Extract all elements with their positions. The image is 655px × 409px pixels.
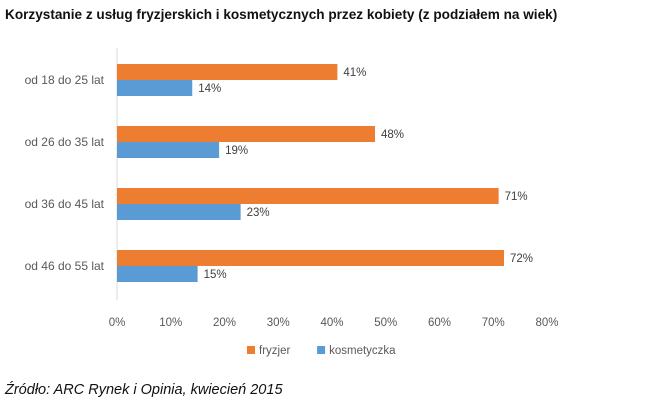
data-label-fryzjer: 41% — [343, 67, 366, 79]
category-label: od 26 do 35 lat — [25, 135, 105, 149]
x-tick-label: 10% — [159, 317, 182, 329]
data-label-fryzjer: 71% — [505, 191, 528, 203]
x-tick-label: 80% — [535, 317, 558, 329]
bar-kosmetyczka — [117, 80, 193, 96]
legend-swatch-kosmetyczka — [317, 346, 326, 354]
source-note: Źródło: ARC Rynek i Opinia, kwiecień 201… — [5, 382, 283, 398]
x-tick-label: 20% — [213, 317, 236, 329]
x-tick-label: 60% — [428, 317, 451, 329]
x-tick-label: 70% — [482, 317, 505, 329]
bar-fryzjer — [117, 188, 499, 204]
legend-label-kosmetyczka: kosmetyczka — [329, 345, 396, 357]
data-label-fryzjer: 72% — [510, 253, 533, 265]
category-label: od 36 do 45 lat — [25, 197, 105, 211]
legend-label-fryzjer: fryzjer — [259, 345, 290, 357]
data-label-fryzjer: 48% — [381, 129, 404, 141]
category-label: od 18 do 25 lat — [25, 73, 105, 87]
x-tick-label: 50% — [374, 317, 397, 329]
legend-swatch-fryzjer — [247, 346, 255, 354]
bar-fryzjer — [117, 250, 504, 266]
x-tick-label: 0% — [109, 317, 126, 329]
data-label-kosmetyczka: 19% — [225, 145, 248, 157]
bar-kosmetyczka — [117, 204, 241, 220]
x-tick-label: 30% — [267, 317, 290, 329]
bar-fryzjer — [117, 64, 338, 80]
category-label: od 46 do 55 lat — [25, 259, 105, 273]
bar-fryzjer — [117, 126, 375, 142]
data-label-kosmetyczka: 14% — [198, 83, 221, 95]
bar-kosmetyczka — [117, 266, 198, 282]
x-tick-label: 40% — [320, 317, 343, 329]
data-label-kosmetyczka: 23% — [247, 207, 270, 219]
data-label-kosmetyczka: 15% — [204, 269, 227, 281]
bar-kosmetyczka — [117, 142, 220, 158]
chart-title: Korzystanie z usług fryzjerskich i kosme… — [5, 7, 558, 22]
